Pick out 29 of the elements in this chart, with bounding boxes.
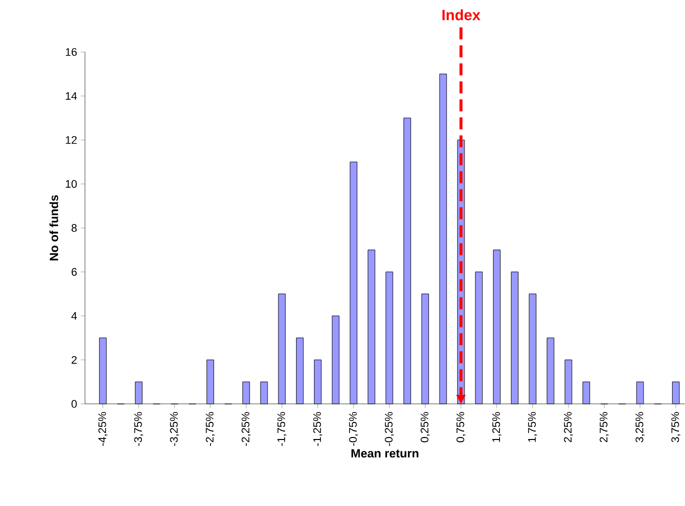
y-axis-title: No of funds bbox=[49, 195, 58, 260]
x-tick-label: -2,25% bbox=[242, 412, 251, 446]
x-tick-label: -4,25% bbox=[98, 412, 108, 446]
x-tick-label: -0,25% bbox=[384, 412, 394, 446]
x-tick-label: -2,75% bbox=[206, 412, 215, 446]
x-tick-label: 0,75% bbox=[456, 412, 466, 442]
x-axis-title: Mean return bbox=[351, 449, 418, 458]
x-tick-label: 3,25% bbox=[636, 412, 645, 442]
y-tick-label: 2 bbox=[72, 356, 77, 364]
x-tick-label: 1,25% bbox=[492, 412, 502, 442]
y-tick-label: 4 bbox=[71, 312, 77, 320]
y-tick-label: 10 bbox=[66, 180, 77, 188]
y-tick-label: 6 bbox=[72, 268, 77, 276]
x-tick-label: 3,75% bbox=[671, 412, 680, 442]
y-tick-label: 8 bbox=[72, 224, 77, 232]
x-tick-label: -1,75% bbox=[277, 412, 286, 446]
y-tick-label: 12 bbox=[66, 136, 77, 144]
x-tick-label: 2,75% bbox=[600, 412, 609, 442]
x-tick-label: 0,25% bbox=[420, 412, 430, 442]
ref-line-label: Index bbox=[442, 9, 480, 20]
x-tick-label: -1,25% bbox=[313, 412, 322, 446]
y-tick-label: 0 bbox=[72, 400, 77, 408]
y-tick-label: 14 bbox=[66, 92, 77, 100]
x-tick-label: -3,25% bbox=[170, 412, 180, 446]
x-tick-label: -3,75% bbox=[134, 412, 144, 446]
x-tick-label: 2,25% bbox=[564, 412, 573, 442]
x-tick-label: 1,75% bbox=[528, 412, 538, 442]
x-tick-label: -0,75% bbox=[349, 412, 358, 446]
y-tick-label: 16 bbox=[66, 48, 77, 56]
